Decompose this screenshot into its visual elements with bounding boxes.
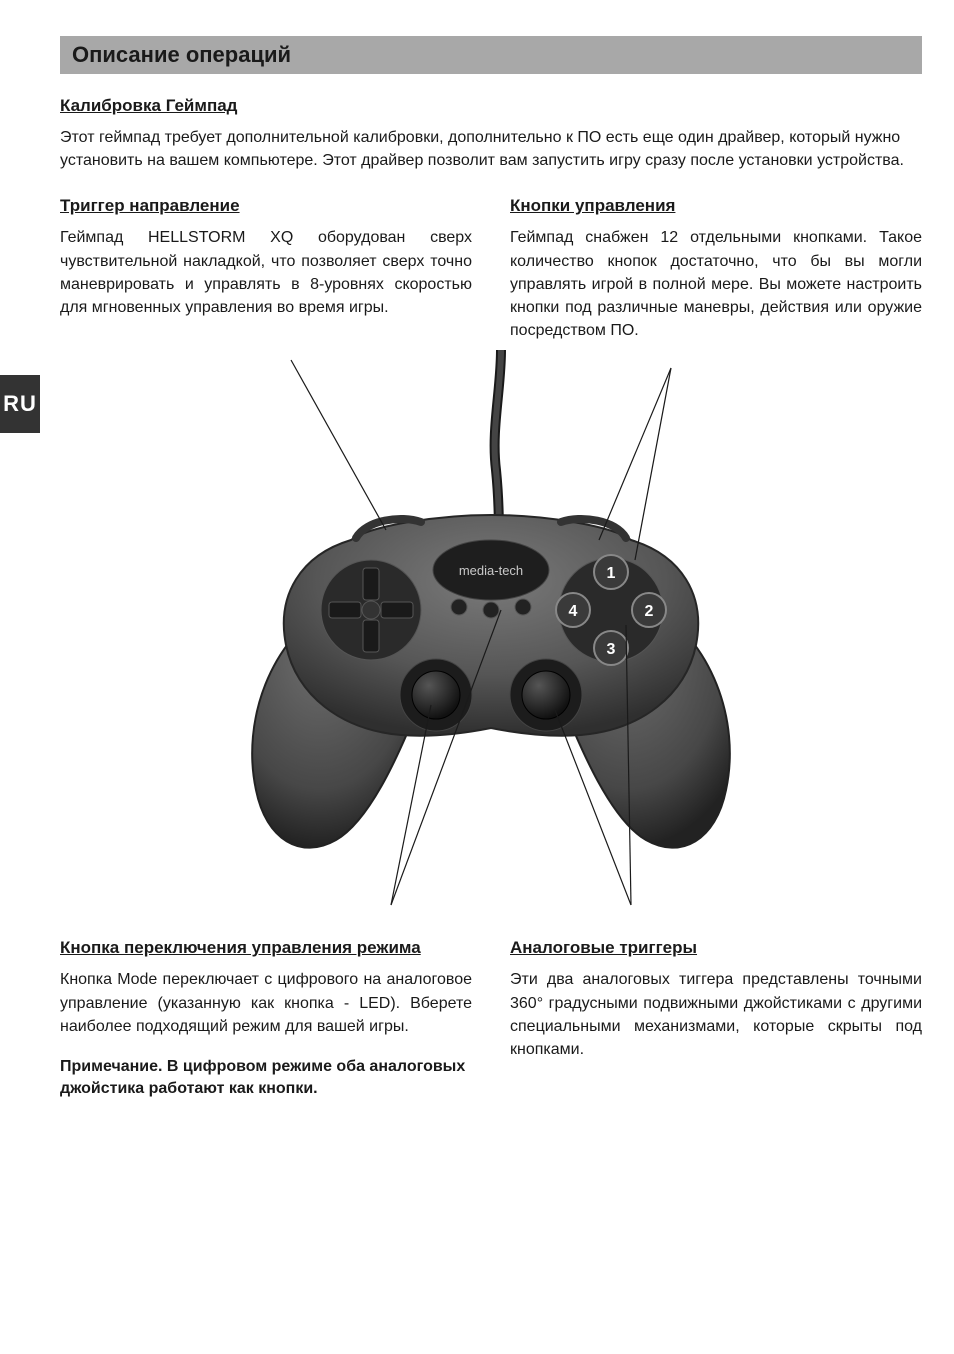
face-button-4-label: 4 — [569, 603, 578, 620]
text-mode-switch: Кнопка Mode переключает с цифрового на а… — [60, 968, 472, 1038]
heading-analog-triggers: Аналоговые триггеры — [510, 938, 922, 958]
face-button-3-label: 3 — [607, 641, 616, 658]
text-control-buttons: Геймпад снабжен 12 отдельными кнопками. … — [510, 226, 922, 342]
gamepad-diagram: media-tech 1 2 — [60, 350, 922, 920]
column-right-bottom: Аналоговые триггеры Эти два аналоговых т… — [510, 932, 922, 1100]
heading-trigger-direction: Триггер направление — [60, 196, 472, 216]
column-left-top: Триггер направление Геймпад HELLSTORM XQ… — [60, 190, 472, 360]
column-right-top: Кнопки управления Геймпад снабжен 12 отд… — [510, 190, 922, 360]
page-content: Описание операций Калибровка Геймпад Это… — [60, 36, 922, 1101]
heading-control-buttons: Кнопки управления — [510, 196, 922, 216]
heading-calibration: Калибровка Геймпад — [60, 96, 922, 116]
callout-trigger-direction — [291, 360, 386, 530]
brand-text: media-tech — [459, 563, 523, 578]
main-heading: Описание операций — [60, 36, 922, 74]
heading-mode-switch: Кнопка переключения управления режима — [60, 938, 472, 958]
text-trigger-direction: Геймпад HELLSTORM XQ оборудован сверх чу… — [60, 226, 472, 319]
column-left-bottom: Кнопка переключения управления режима Кн… — [60, 932, 472, 1100]
text-analog-triggers: Эти два аналоговых тиггера представлены … — [510, 968, 922, 1061]
note-mode-switch: Примечание. В цифровом режиме оба аналог… — [60, 1056, 472, 1101]
language-tab: RU — [0, 375, 40, 433]
text-calibration: Этот геймпад требует дополнительной кали… — [60, 126, 922, 172]
face-button-2-label: 2 — [645, 603, 654, 620]
face-button-1-label: 1 — [607, 565, 616, 582]
